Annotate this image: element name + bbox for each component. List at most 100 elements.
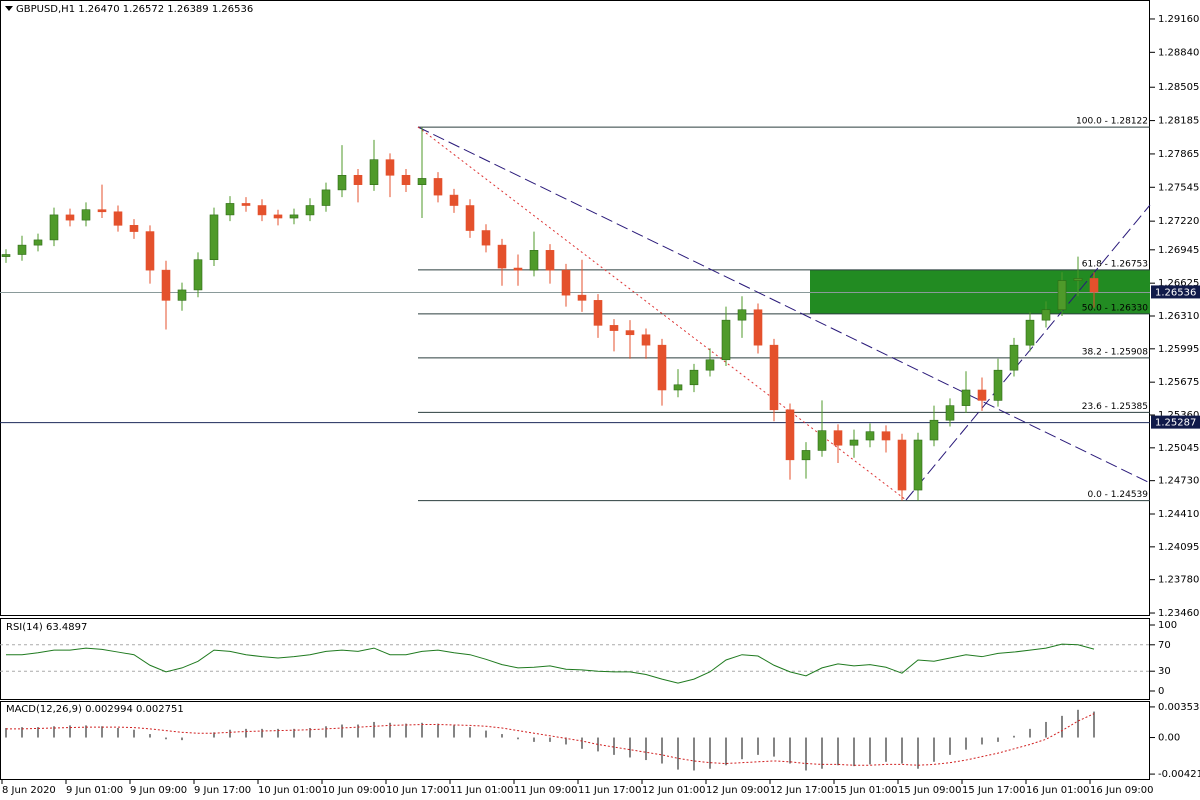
y-tick-label: 1.28505 bbox=[1158, 82, 1199, 93]
candle-body bbox=[465, 205, 475, 231]
fib-label: 61.8 - 1.26753 bbox=[1082, 259, 1148, 269]
candle-body bbox=[913, 439, 923, 491]
candle-body bbox=[689, 369, 699, 386]
candle-body bbox=[977, 389, 987, 401]
y-tick-label: 1.24095 bbox=[1158, 542, 1199, 553]
candle-body bbox=[593, 300, 603, 326]
y-tick-label: 1.23460 bbox=[1158, 608, 1199, 619]
y-tick-label: 1.23780 bbox=[1158, 575, 1199, 586]
candle-body bbox=[1025, 319, 1035, 346]
candle-body bbox=[241, 203, 251, 206]
rsi-line bbox=[6, 643, 1095, 684]
candle-body bbox=[417, 178, 427, 185]
candle-body bbox=[993, 369, 1003, 401]
candle-body bbox=[257, 205, 267, 216]
x-tick-label: 15 Jun 17:00 bbox=[962, 785, 1026, 796]
x-tick-label: 15 Jun 01:00 bbox=[834, 785, 898, 796]
price-label-box bbox=[1151, 415, 1200, 429]
rsi-panel bbox=[0, 618, 1150, 700]
candle-body bbox=[337, 174, 347, 191]
y-tick-label: 1.25360 bbox=[1158, 410, 1199, 421]
menu-icon[interactable] bbox=[5, 6, 13, 11]
background-layer bbox=[0, 126, 1150, 502]
candle-body bbox=[433, 178, 443, 196]
candle-body bbox=[1, 254, 11, 257]
chart-title: GBPUSD,H1 1.26470 1.26572 1.26389 1.2653… bbox=[16, 4, 253, 15]
fib-label: 100.0 - 1.28122 bbox=[1076, 117, 1148, 127]
y-tick-label: 1.26945 bbox=[1158, 245, 1199, 256]
candle-body bbox=[641, 334, 651, 346]
macd-panel bbox=[0, 701, 1150, 780]
x-tick-label: 10 Jun 01:00 bbox=[258, 785, 322, 796]
y-tick-label: 1.26625 bbox=[1158, 278, 1199, 289]
candle-body bbox=[449, 194, 459, 206]
candle-body bbox=[17, 244, 27, 255]
candle-body bbox=[209, 214, 219, 261]
candle-body bbox=[81, 209, 91, 221]
x-tick-label: 12 Jun 09:00 bbox=[706, 785, 770, 796]
candle-body bbox=[609, 325, 619, 331]
y-tick-label: 1.29160 bbox=[1158, 14, 1199, 25]
candle-body bbox=[801, 450, 811, 461]
y-tick-label: 1.27545 bbox=[1158, 182, 1199, 193]
x-tick-label: 16 Jun 09:00 bbox=[1090, 785, 1154, 796]
candle-body bbox=[273, 214, 283, 219]
candle-body bbox=[177, 289, 187, 301]
candle-body bbox=[385, 159, 395, 176]
rsi-title: RSI(14) 63.4897 bbox=[6, 622, 87, 633]
y-tick-label: 1.25995 bbox=[1158, 344, 1199, 355]
x-tick-label: 9 Jun 01:00 bbox=[66, 785, 123, 796]
candle-body bbox=[865, 431, 875, 441]
candle-body bbox=[785, 409, 795, 461]
candle-body bbox=[657, 344, 667, 391]
y-tick-label: 30 bbox=[1158, 666, 1171, 677]
candle-body bbox=[129, 225, 139, 232]
candle-body bbox=[225, 203, 235, 216]
candle-body bbox=[833, 430, 843, 446]
candle-body bbox=[65, 214, 75, 221]
y-tick-label: -0.004218 bbox=[1158, 769, 1200, 780]
candle-body bbox=[1041, 309, 1051, 321]
candle-body bbox=[769, 344, 779, 411]
candle-body bbox=[481, 230, 491, 246]
candle-body bbox=[353, 174, 363, 185]
candle-body bbox=[113, 211, 123, 226]
candle-body bbox=[1073, 278, 1083, 281]
x-tick-label: 16 Jun 01:00 bbox=[1026, 785, 1090, 796]
candle-body bbox=[145, 231, 155, 271]
candle-body bbox=[737, 309, 747, 321]
candle-body bbox=[369, 159, 379, 185]
candle-body bbox=[545, 250, 555, 271]
x-tick-label: 11 Jun 09:00 bbox=[514, 785, 578, 796]
candle-body bbox=[721, 319, 731, 361]
candle-body bbox=[945, 405, 955, 421]
price-label: 1.26536 bbox=[1155, 287, 1196, 298]
x-tick-label: 9 Jun 17:00 bbox=[194, 785, 251, 796]
price-label-box bbox=[1151, 285, 1200, 299]
price-label: 1.25287 bbox=[1155, 418, 1196, 429]
candle-body bbox=[1057, 280, 1067, 311]
candle-body bbox=[897, 439, 907, 491]
candle-body bbox=[1009, 344, 1019, 371]
y-tick-label: 100 bbox=[1158, 620, 1177, 631]
x-tick-label: 11 Jun 17:00 bbox=[578, 785, 642, 796]
x-tick-label: 11 Jun 01:00 bbox=[450, 785, 514, 796]
candle-body bbox=[705, 359, 715, 371]
candle-body bbox=[929, 419, 939, 441]
fib-label: 50.0 - 1.26330 bbox=[1082, 303, 1148, 313]
y-tick-label: 1.28185 bbox=[1158, 116, 1199, 127]
candle-body bbox=[497, 244, 507, 269]
y-tick-label: 1.24730 bbox=[1158, 476, 1199, 487]
candle-body bbox=[161, 269, 171, 301]
y-tick-label: 1.28840 bbox=[1158, 47, 1199, 58]
candle-body bbox=[49, 214, 59, 241]
x-tick-label: 15 Jun 09:00 bbox=[898, 785, 962, 796]
candle-body bbox=[849, 439, 859, 446]
trendline bbox=[905, 204, 1151, 501]
candle-body bbox=[193, 259, 203, 291]
fib-label: 0.0 - 1.24539 bbox=[1088, 490, 1149, 500]
x-tick-label: 10 Jun 09:00 bbox=[322, 785, 386, 796]
y-tick-label: 0.00 bbox=[1158, 733, 1180, 744]
